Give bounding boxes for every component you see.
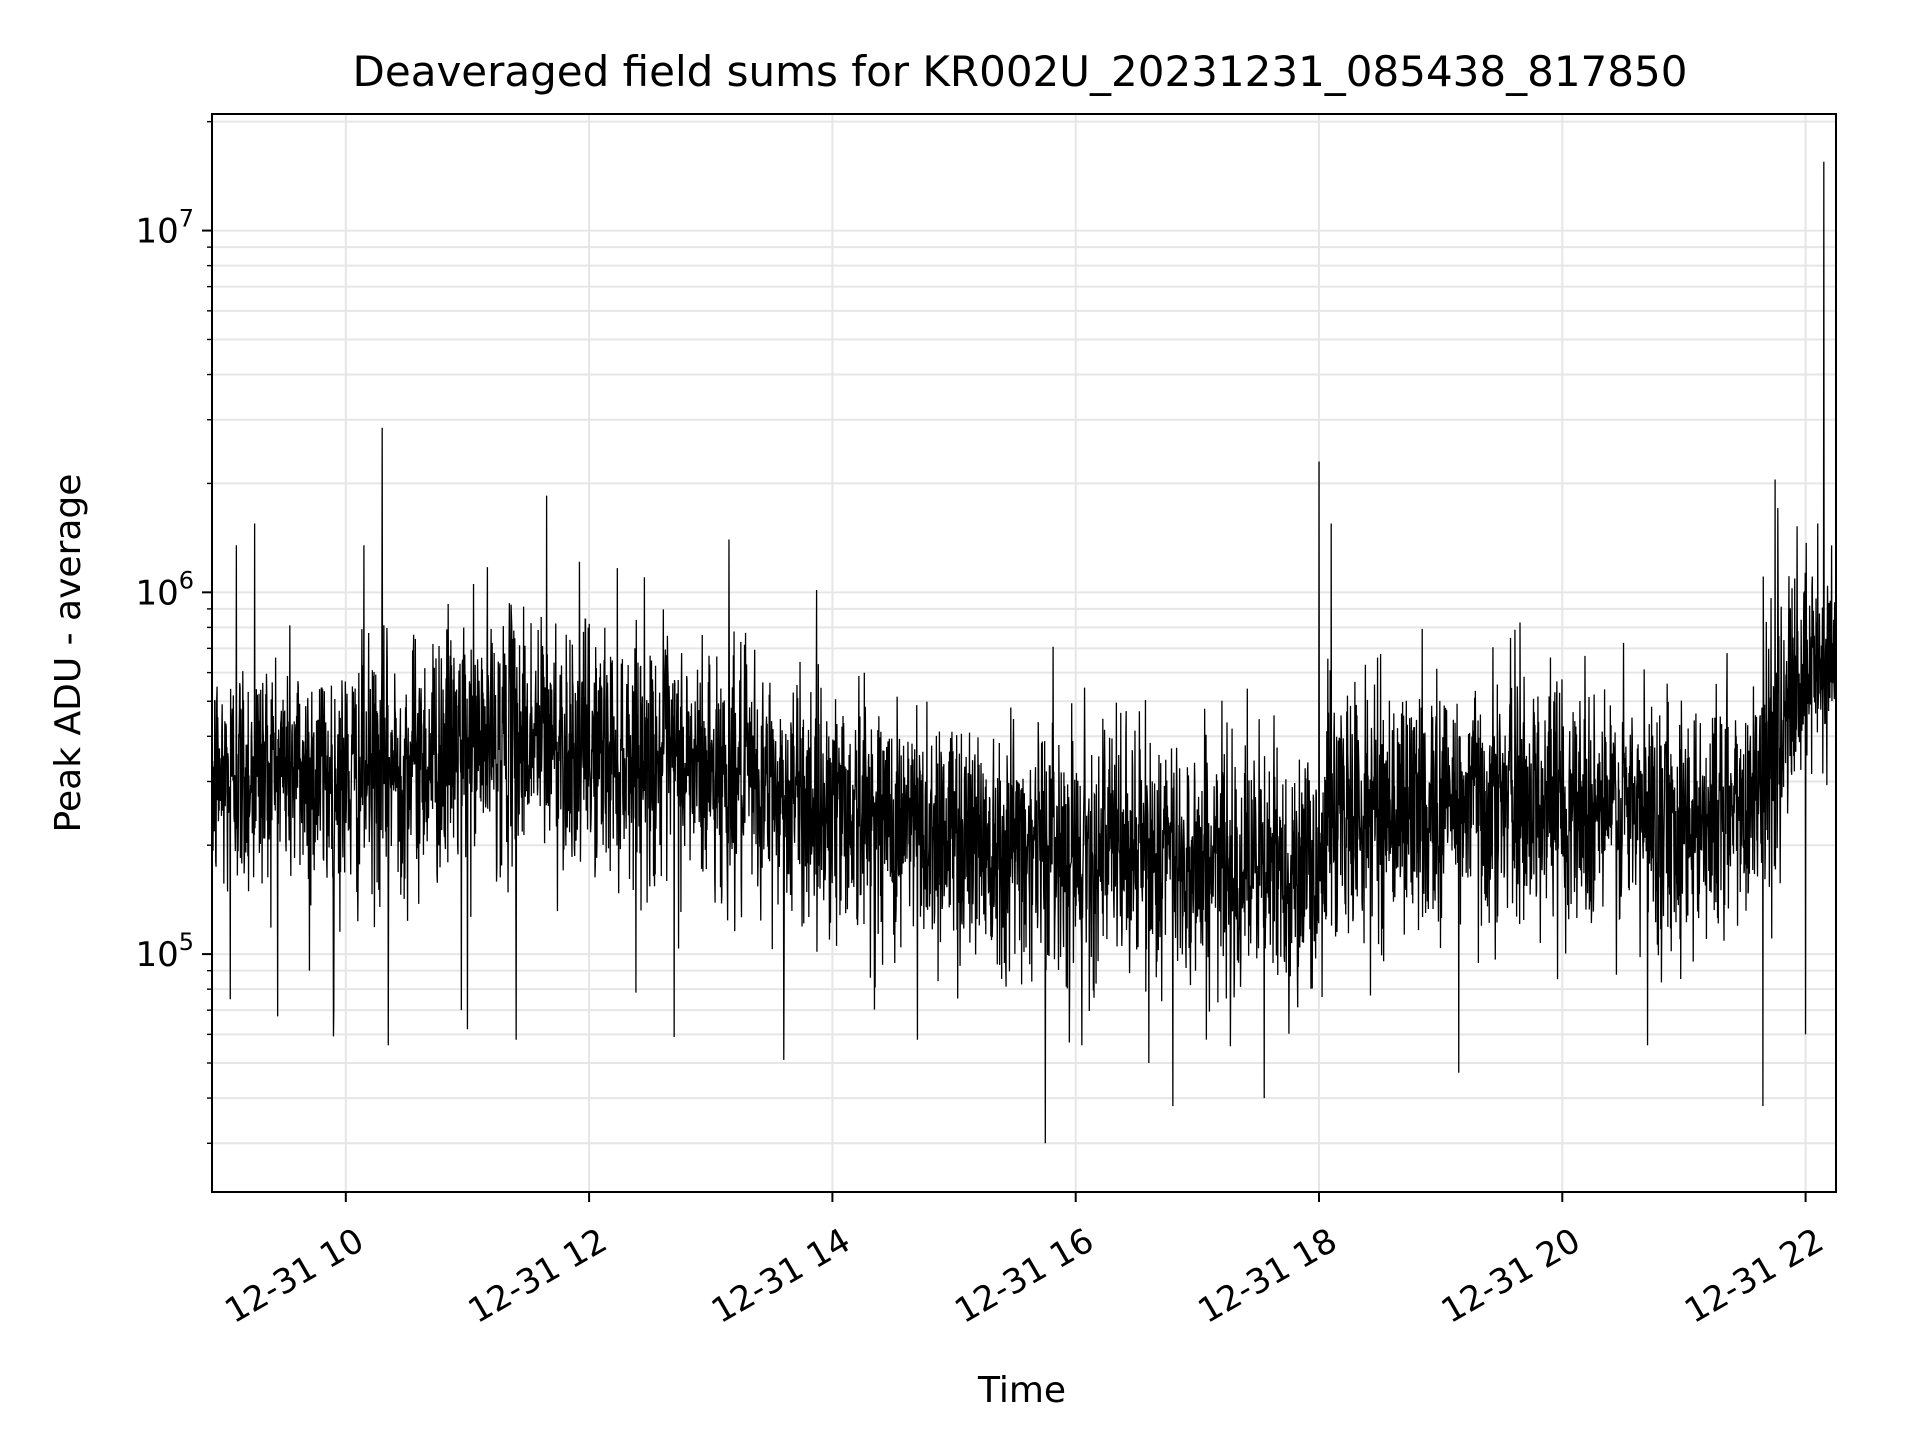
series-line-group (211, 161, 1837, 1144)
grid (212, 114, 1836, 1192)
y-tick-label: 106 (135, 566, 194, 613)
y-axis: 105 106 107 (135, 120, 212, 1144)
series-line (211, 161, 1837, 1144)
y-tick-label: 105 (135, 928, 194, 975)
plot-frame (211, 113, 1837, 1193)
chart-title: Deaveraged field sums for KR002U_2023123… (353, 47, 1688, 96)
x-axis-label: Time (977, 1370, 1066, 1411)
y-tick-label: 107 (135, 205, 194, 252)
y-axis-label: Peak ADU - average (48, 474, 89, 833)
